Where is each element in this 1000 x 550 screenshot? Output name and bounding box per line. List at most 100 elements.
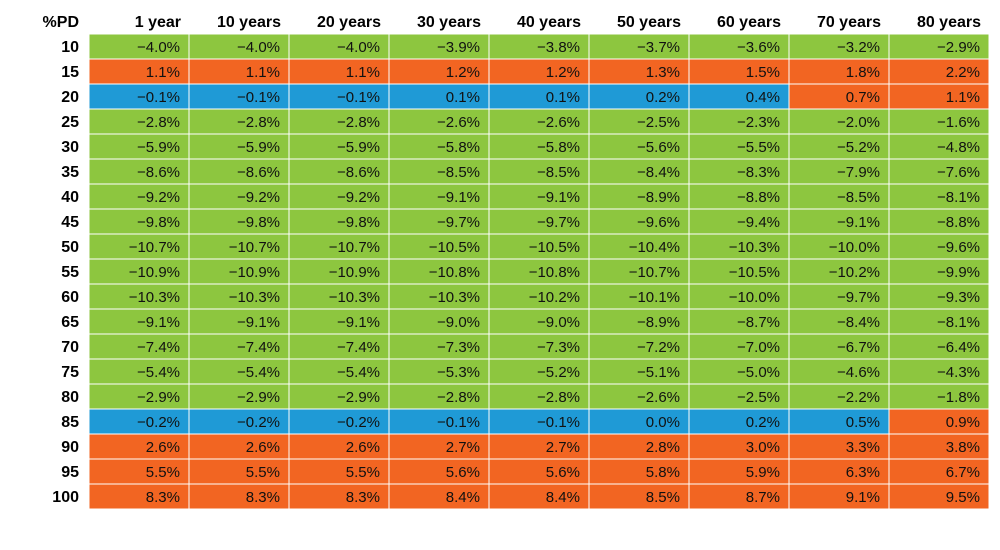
cell-value: −4.0% xyxy=(237,39,280,56)
row-label: 40 xyxy=(61,189,79,206)
row-label: 15 xyxy=(61,64,79,81)
cell-value: −3.9% xyxy=(437,39,480,56)
cell-value: −10.5% xyxy=(529,239,580,256)
cell-value: 2.6% xyxy=(146,439,180,456)
cell-value: −9.7% xyxy=(837,289,880,306)
cell-value: −10.9% xyxy=(129,264,180,281)
heatmap-cell xyxy=(488,308,590,335)
cell-value: −2.8% xyxy=(237,114,280,131)
heatmap-cell xyxy=(888,408,990,435)
heatmap-cell xyxy=(488,283,590,310)
cell-value: −9.0% xyxy=(437,314,480,331)
cell-value: −0.2% xyxy=(237,414,280,431)
cell-value: −2.9% xyxy=(937,39,980,56)
cell-value: −10.3% xyxy=(129,289,180,306)
cell-value: −0.1% xyxy=(237,89,280,106)
column-header: 70 years xyxy=(817,14,881,31)
cell-value: −2.2% xyxy=(837,389,880,406)
heatmap-cell xyxy=(188,258,290,285)
cell-value: −2.9% xyxy=(137,389,180,406)
heatmap-cell xyxy=(888,133,990,160)
cell-value: 1.1% xyxy=(146,64,180,81)
row-label: 35 xyxy=(61,164,79,181)
cell-value: −2.6% xyxy=(437,114,480,131)
heatmap-cell xyxy=(88,58,190,85)
cell-value: −10.3% xyxy=(329,289,380,306)
heatmap-cell xyxy=(788,33,890,60)
heatmap-cell xyxy=(488,358,590,385)
heatmap-cell xyxy=(88,208,190,235)
cell-value: 2.7% xyxy=(546,439,580,456)
heatmap-cell xyxy=(588,308,690,335)
cell-value: −8.5% xyxy=(537,164,580,181)
heatmap-cell xyxy=(888,58,990,85)
heatmap-cell xyxy=(888,458,990,485)
cell-value: −8.4% xyxy=(837,314,880,331)
heatmap-cell xyxy=(888,108,990,135)
cell-value: 5.9% xyxy=(746,464,780,481)
heatmap-cell xyxy=(688,233,790,260)
cell-value: −10.7% xyxy=(129,239,180,256)
row-label: 95 xyxy=(61,464,79,481)
cell-value: −10.0% xyxy=(829,239,880,256)
heatmap-cell xyxy=(188,108,290,135)
cell-value: −9.1% xyxy=(237,314,280,331)
cell-value: −7.6% xyxy=(937,164,980,181)
heatmap-cell xyxy=(388,433,490,460)
cell-value: 2.2% xyxy=(946,64,980,81)
cell-value: 1.2% xyxy=(546,64,580,81)
cell-value: 8.7% xyxy=(746,489,780,506)
cell-value: 5.5% xyxy=(246,464,280,481)
row-label: 75 xyxy=(61,364,79,381)
cell-value: −10.7% xyxy=(229,239,280,256)
heatmap-cell xyxy=(488,158,590,185)
column-header: 40 years xyxy=(517,14,581,31)
cell-value: −0.2% xyxy=(137,414,180,431)
cell-value: −8.5% xyxy=(837,189,880,206)
cell-value: −5.2% xyxy=(837,139,880,156)
heatmap-cell xyxy=(88,308,190,335)
cell-value: 3.3% xyxy=(846,439,880,456)
cell-value: 5.6% xyxy=(446,464,480,481)
heatmap-cell xyxy=(688,408,790,435)
cell-value: −10.3% xyxy=(229,289,280,306)
cell-value: −5.4% xyxy=(337,364,380,381)
heatmap-cell xyxy=(588,358,690,385)
cell-value: 8.4% xyxy=(546,489,580,506)
heatmap-cell xyxy=(388,233,490,260)
heatmap-cell xyxy=(88,233,190,260)
cell-value: −9.6% xyxy=(937,239,980,256)
cell-value: −8.3% xyxy=(737,164,780,181)
column-header: 30 years xyxy=(417,14,481,31)
cell-value: −9.2% xyxy=(337,189,380,206)
cell-value: −10.3% xyxy=(729,239,780,256)
heatmap-cell xyxy=(888,383,990,410)
heatmap-cell xyxy=(88,358,190,385)
heatmap-cell xyxy=(588,258,690,285)
heatmap-cell xyxy=(288,58,390,85)
cell-value: 3.8% xyxy=(946,439,980,456)
cell-value: −2.6% xyxy=(637,389,680,406)
cell-value: −10.8% xyxy=(429,264,480,281)
cell-value: −3.6% xyxy=(737,39,780,56)
cell-value: −2.9% xyxy=(237,389,280,406)
cell-value: −9.1% xyxy=(137,314,180,331)
heatmap-cell xyxy=(888,483,990,510)
heatmap-cell xyxy=(88,283,190,310)
heatmap-cell xyxy=(288,233,390,260)
heatmap-cell xyxy=(388,258,490,285)
row-label: 20 xyxy=(61,89,79,106)
heatmap-cell xyxy=(588,433,690,460)
heatmap-cell xyxy=(488,233,590,260)
cell-value: −4.8% xyxy=(937,139,980,156)
heatmap-cell xyxy=(788,258,890,285)
heatmap-cell xyxy=(888,258,990,285)
heatmap-cell xyxy=(888,308,990,335)
cell-value: −10.0% xyxy=(729,289,780,306)
cell-value: −8.9% xyxy=(637,314,680,331)
cell-value: 0.2% xyxy=(646,89,680,106)
heatmap-cell xyxy=(388,158,490,185)
row-label: 80 xyxy=(61,389,79,406)
heatmap-cell xyxy=(888,283,990,310)
